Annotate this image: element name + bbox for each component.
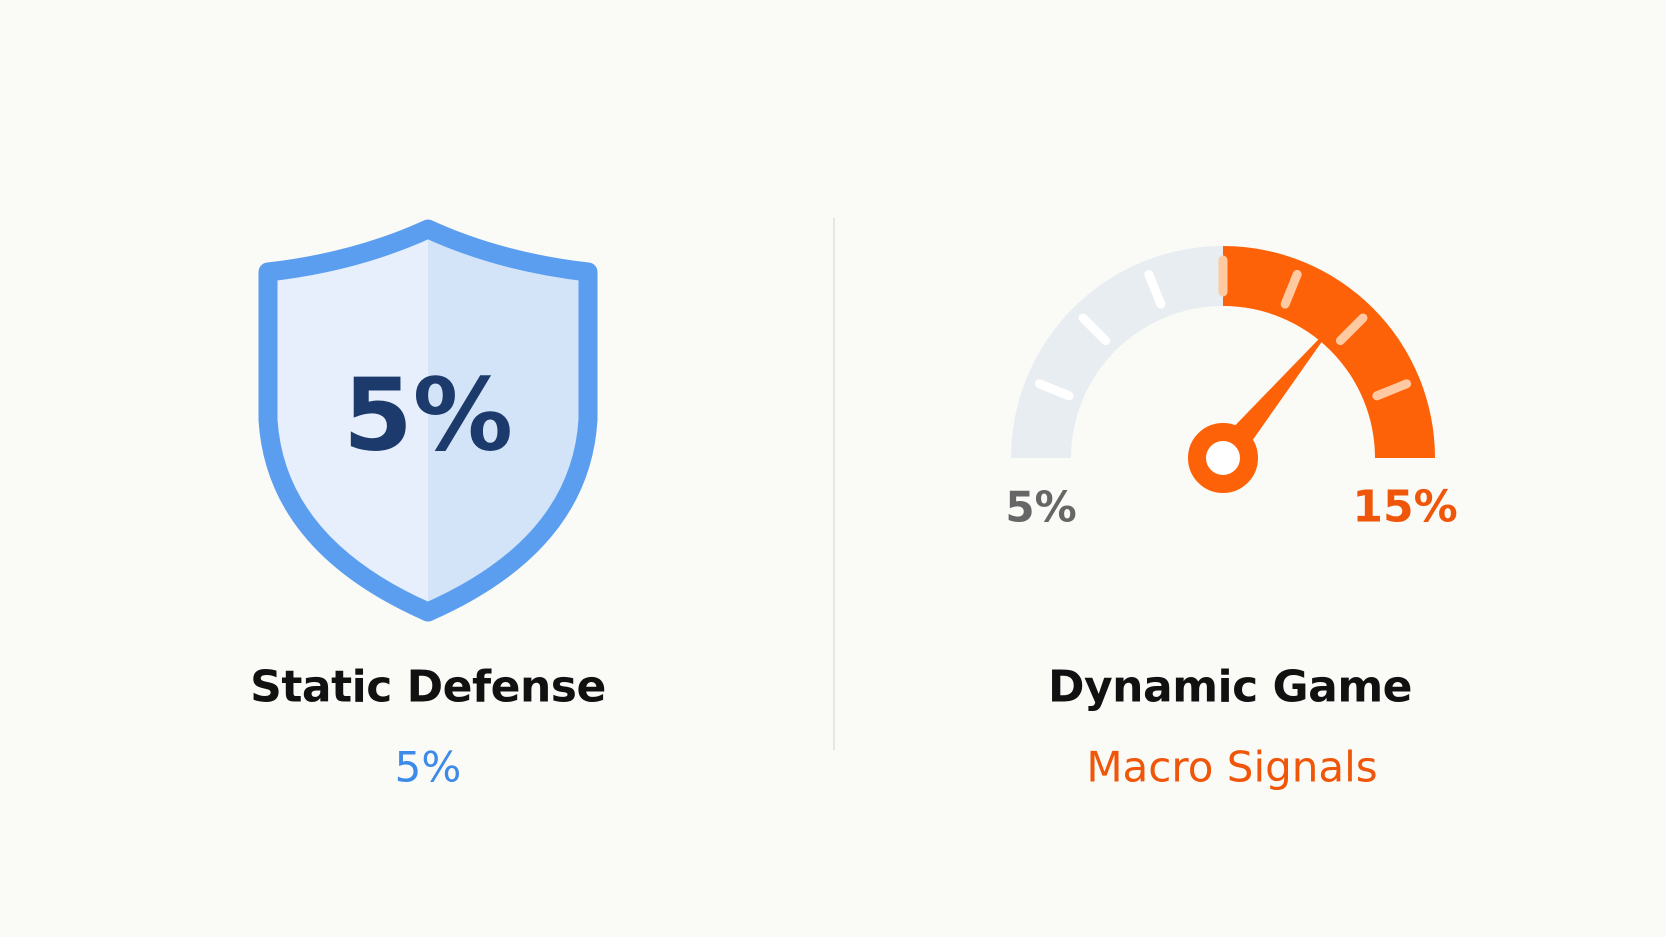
gauge-active-arc bbox=[1223, 246, 1435, 458]
macro-signals-subtitle: Macro Signals bbox=[1086, 742, 1378, 792]
static-defense-title: Static Defense bbox=[250, 661, 606, 713]
gauge-hub bbox=[1188, 423, 1258, 493]
gauge-max-label: 15% bbox=[1352, 481, 1458, 533]
static-defense-subtitle: 5% bbox=[394, 742, 462, 792]
gauge-tick bbox=[1280, 269, 1302, 309]
gauge-tick bbox=[1078, 313, 1111, 346]
gauge bbox=[1011, 246, 1435, 493]
divider bbox=[833, 218, 835, 750]
gauge-tick bbox=[1144, 269, 1166, 309]
gauge-tick bbox=[1372, 379, 1412, 401]
gauge-tick bbox=[1335, 313, 1368, 346]
gauge-tick bbox=[1034, 379, 1074, 401]
gauge-track bbox=[1011, 246, 1223, 458]
shield-icon bbox=[258, 219, 598, 622]
shield-value: 5% bbox=[343, 356, 513, 474]
gauge-min-label: 5% bbox=[1005, 482, 1077, 532]
dynamic-game-title: Dynamic Game bbox=[1047, 661, 1413, 713]
